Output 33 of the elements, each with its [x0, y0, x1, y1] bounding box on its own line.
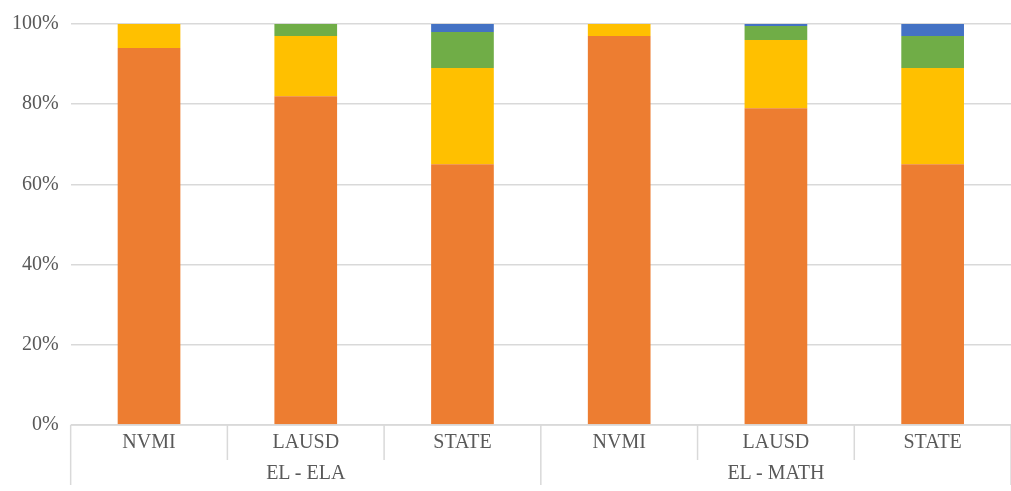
bar: [901, 68, 964, 165]
x-tick-label: STATE: [903, 430, 962, 453]
bar: [431, 32, 494, 69]
text: EL - MATH: [727, 461, 825, 484]
bar: [431, 24, 494, 33]
bar: [901, 164, 964, 425]
y-tick-label: 40%: [21, 251, 59, 274]
text: EL - ELA: [266, 461, 346, 484]
bar: [274, 96, 338, 425]
y-tick-label: 80%: [21, 91, 59, 114]
bar: [274, 36, 338, 97]
bar: [744, 40, 808, 109]
y-tick-label: 0%: [31, 412, 59, 435]
bar: [744, 108, 808, 425]
x-tick-label: LAUSD: [272, 430, 340, 453]
bar: [901, 24, 964, 37]
bar: [431, 164, 494, 425]
x-tick-label: NVMI: [122, 430, 176, 453]
bar: [587, 24, 651, 37]
y-tick-label: 60%: [21, 171, 59, 194]
x-tick-label: NVMI: [592, 430, 646, 453]
bar: [744, 24, 808, 27]
bar: [587, 36, 651, 425]
bar: [431, 68, 494, 165]
y-tick-label: 20%: [21, 332, 59, 355]
x-tick-label: STATE: [433, 430, 492, 453]
bar: [274, 24, 338, 37]
bar: [744, 26, 808, 41]
x-tick-label: LAUSD: [742, 430, 810, 453]
y-tick-label: 100%: [11, 11, 59, 34]
bar: [117, 24, 181, 49]
bar: [901, 36, 964, 69]
bar: [117, 48, 181, 425]
